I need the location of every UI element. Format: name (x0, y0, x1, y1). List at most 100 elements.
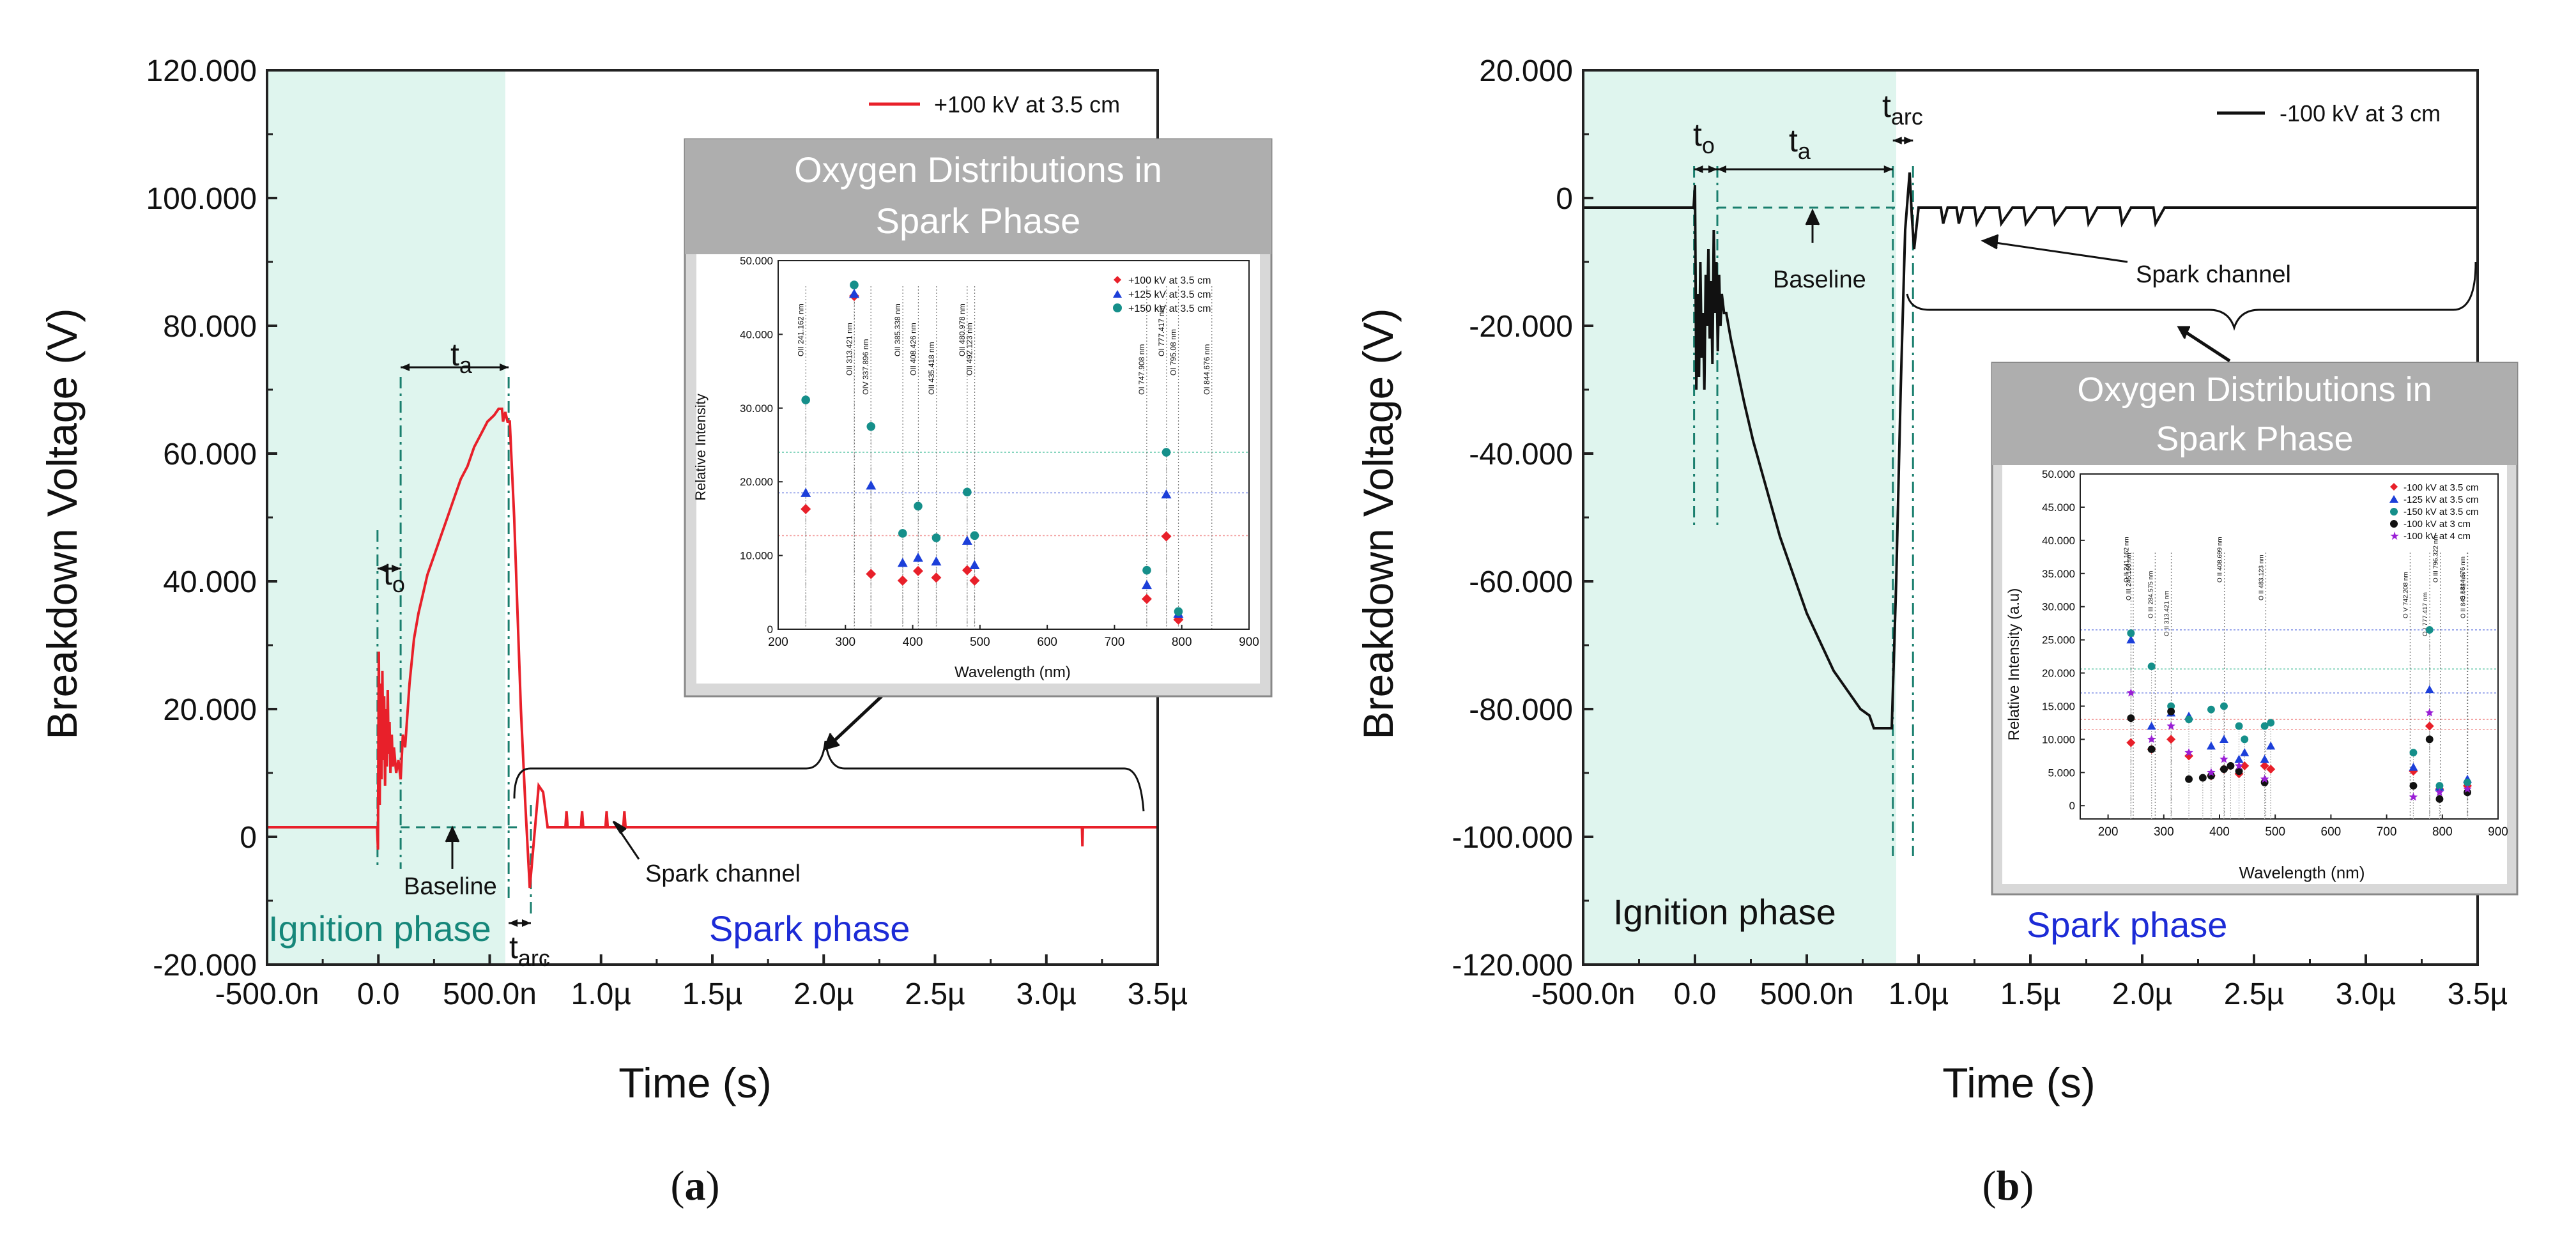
x-axis-label: Time (s) (618, 1059, 772, 1106)
data-point-diamond (962, 565, 972, 576)
ignition-phase-region (1583, 70, 1896, 965)
spectral-line-label: O II 845.642 nm (2460, 572, 2467, 618)
time-markers (376, 363, 532, 927)
data-point-circle (801, 395, 810, 404)
spectral-line-label: O II 408.699 nm (2217, 537, 2224, 583)
data-point-circle (898, 529, 907, 538)
inset-legend-label: +125 kV at 3.5 cm (1128, 289, 1211, 300)
data-point-circle (2409, 782, 2418, 790)
spark-channel-label: Spark channel (2136, 261, 2291, 288)
spectral-line-label: OI 795.08 nm (1169, 329, 1178, 376)
inset-x-tick-label: 700 (2377, 825, 2397, 839)
data-point-circle (2435, 782, 2444, 790)
data-point-diamond (2260, 761, 2269, 770)
data-point-star (2147, 735, 2156, 743)
data-point-star (2260, 774, 2269, 783)
inset-y-tick-label: 20.000 (740, 476, 773, 488)
inset-x-axis-label: Wavelength (nm) (2239, 863, 2365, 882)
inset-x-tick-label: 800 (1172, 636, 1192, 649)
data-point-triangle (848, 288, 859, 298)
inset-x-axis-label: Wavelength (nm) (954, 664, 1071, 681)
legend: -100 kV at 3 cm (2217, 100, 2441, 126)
inset-y-axis-label: Relative Intensity (693, 394, 709, 501)
y-tick-label: 120.000 (146, 54, 257, 88)
time-markers (1693, 137, 1914, 856)
arrow-head (1708, 165, 1717, 173)
data-point-triangle (897, 558, 908, 567)
spectral-line-label: OII 241.162 nm (796, 303, 805, 356)
data-point-circle (2185, 775, 2193, 783)
data-point-star (2184, 748, 2193, 756)
axes: -500.0n 0.0 500.0n 1.0µ 1.5µ 2.0µ 2.5µ 3.0µ 3.5µ… (1452, 54, 2508, 1011)
y-tick-label: -80.000 (1469, 693, 1573, 727)
inset-x-tick-label: 700 (1105, 636, 1125, 649)
data-point-diamond (1161, 531, 1172, 542)
data-point-star (2166, 721, 2175, 730)
data-point-circle (2167, 707, 2175, 715)
inset-title-bar (685, 139, 1271, 254)
x-tick-label: -500.0n (215, 977, 319, 1011)
data-point-diamond (2425, 721, 2434, 731)
x-tick-label: 1.5µ (682, 977, 742, 1011)
t-o-label: to (383, 556, 405, 597)
t-a-label: ta (450, 337, 473, 378)
data-point-circle (2147, 662, 2156, 671)
inset-y-tick-label: 30.000 (740, 402, 773, 415)
data-point-triangle (931, 556, 942, 566)
data-point-circle (2267, 719, 2275, 727)
inset-oxygen-distributions: Oxygen Distributions in Spark Phase OII … (684, 138, 1273, 698)
arrow-head (509, 919, 518, 927)
data-point-diamond (912, 565, 923, 576)
data-point-circle (2220, 765, 2228, 774)
data-point-star (2409, 792, 2418, 801)
data-point-triangle (2266, 741, 2276, 750)
x-tick-label: 2.0µ (2112, 977, 2172, 1011)
voltage-trace (1583, 172, 2478, 730)
y-axis-label: Breakdown Voltage (V) (1354, 308, 1402, 739)
data-point-circle (866, 422, 876, 431)
inset-x-tick-label: 900 (1239, 636, 1259, 649)
x-tick-label: 500.0n (443, 977, 537, 1011)
arrow-head (521, 919, 531, 927)
data-point-circle (2127, 714, 2135, 722)
spark-channel-label: Spark channel (645, 860, 801, 887)
inset-y-tick-label: 5.000 (2048, 767, 2075, 779)
data-point-triangle (2240, 748, 2250, 756)
data-point-circle (2147, 745, 2156, 753)
data-point-circle (2235, 722, 2243, 730)
arrow-head (1892, 137, 1902, 144)
inset-y-tick-label: 40.000 (2042, 535, 2075, 547)
spectral-line-label: O I 844.676 nm (2460, 556, 2467, 600)
legend-marker (2390, 520, 2398, 528)
x-tick-label: 1.0µ (1889, 977, 1949, 1011)
panel-label-b: (b) (1982, 1163, 2034, 1209)
inset-plot: OII 241.162 nm OII 313.421 nm OIV 337.896 … (740, 255, 1259, 649)
y-tick-label: 80.000 (163, 310, 257, 344)
y-tick-label: 0 (1556, 182, 1573, 216)
inset-y-tick-label: 0 (767, 623, 773, 636)
data-point-triangle (801, 487, 811, 497)
arrow-head (1717, 165, 1726, 173)
spectral-line-label: OI 844.676 nm (1202, 344, 1211, 395)
x-tick-label: 1.5µ (2000, 977, 2060, 1011)
inset-plot-background (696, 254, 1260, 684)
axes: -500.0n 0.0 500.0n 1.0µ 1.5µ 2.0µ 2.5µ 3.0µ 3.5µ… (146, 54, 1188, 1011)
x-tick-label: 1.0µ (571, 977, 631, 1011)
y-tick-label: 100.000 (146, 182, 257, 216)
data-point-diamond (2166, 735, 2176, 744)
data-point-circle (2207, 705, 2215, 714)
data-point-triangle (2206, 741, 2216, 750)
data-point-circle (1174, 607, 1183, 616)
x-tick-label: 3.5µ (2448, 977, 2508, 1011)
inset-x-tick-label: 200 (768, 636, 788, 649)
data-point-circle (914, 501, 923, 511)
legend-marker: ★ (2389, 530, 2400, 542)
inset-x-tick-label: 300 (835, 636, 855, 649)
x-tick-label: 2.5µ (2224, 977, 2284, 1011)
inset-legend-label: -150 kV at 3.5 cm (2404, 507, 2479, 517)
data-point-diamond (2240, 761, 2250, 770)
spectral-line-label: O I 777.417 nm (2422, 592, 2429, 636)
spectral-line-label: O V 742.208 nm (2402, 572, 2409, 618)
spectral-line-label: O II 241.162 nm (2123, 537, 2130, 583)
